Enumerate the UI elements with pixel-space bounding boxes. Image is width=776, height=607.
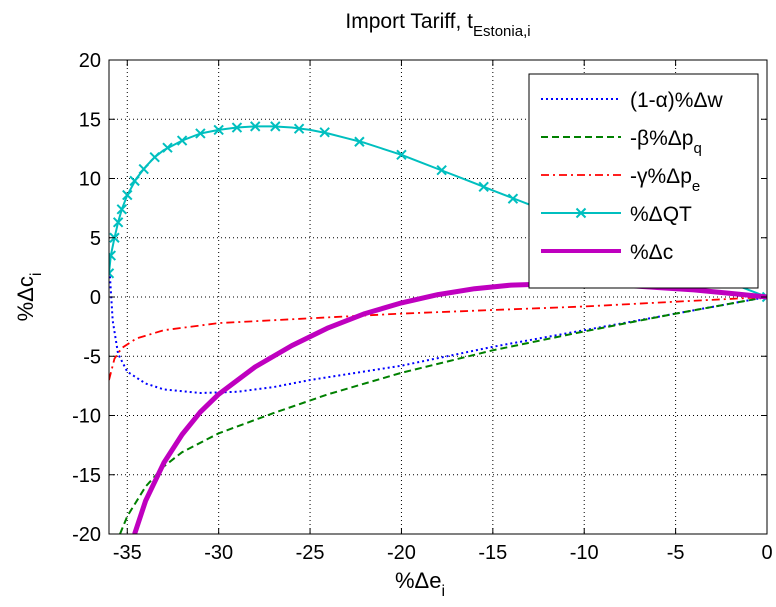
x-tick-label: -20: [387, 542, 416, 564]
legend-label-0: (1-α)%Δw: [630, 89, 723, 112]
y-tick-label: 0: [90, 287, 101, 309]
series-marker: [478, 181, 489, 193]
x-tick-label: 0: [761, 542, 772, 564]
series-marker: [129, 175, 140, 187]
y-tick-label: 5: [90, 228, 101, 250]
svg-text:%Δei: %Δei: [395, 568, 445, 600]
legend-label-4: %Δc: [630, 241, 673, 264]
x-tick-label: -10: [570, 542, 599, 564]
y-tick-label: -20: [72, 524, 101, 546]
ticks: -35 -30 -25 -20 -15 -10 -5 0 20 15 10 5 0 -5 -10 -15 -20: [72, 50, 772, 564]
x-axis-title: %Δei: [395, 568, 445, 600]
series-marker: [195, 128, 206, 139]
series-marker: [293, 123, 305, 134]
x-tick-label: -30: [204, 542, 233, 564]
y-tick-label: -10: [72, 406, 101, 428]
series-marker: [231, 122, 243, 133]
series-marker: [354, 136, 365, 147]
legend-marker: [575, 207, 587, 219]
y-tick-label: 10: [79, 169, 101, 191]
y-tick-label: -5: [83, 346, 101, 368]
chart-title-main: Import Tariff, t: [345, 10, 473, 33]
chart-title: Import Tariff, tEstonia,i: [345, 10, 530, 40]
legend: (1-α)%Δw -β%Δpq -γ%Δpe %ΔQT %Δc: [528, 73, 759, 289]
series-marker: [250, 121, 261, 132]
series-marker: [761, 291, 767, 303]
series-marker: [507, 193, 519, 204]
x-axis-label-subscript: i: [441, 583, 445, 600]
y-tick-label: 15: [79, 109, 101, 131]
chart-title-subscript: Estonia,i: [473, 23, 531, 40]
series-marker: [112, 217, 124, 228]
x-tick-label: -35: [113, 542, 142, 564]
series-marker: [116, 204, 128, 215]
series-marker: [176, 135, 188, 146]
series-marker: [213, 124, 224, 136]
series-marker: [436, 164, 447, 176]
series-marker: [138, 163, 149, 175]
y-axis-label-subscript: i: [28, 273, 45, 277]
y-tick-label: 20: [79, 50, 101, 72]
x-tick-label: -5: [667, 542, 685, 564]
svg-text:Import Tariff, tEstonia,i: Import Tariff, tEstonia,i: [345, 10, 530, 40]
legend-label-3: %ΔQT: [630, 203, 692, 226]
series-marker: [109, 268, 115, 279]
x-tick-label: -15: [478, 542, 507, 564]
y-tick-label: -15: [72, 465, 101, 487]
series-marker: [162, 142, 173, 153]
legend-label-2: -γ%Δpe: [630, 165, 700, 195]
series-marker: [319, 127, 330, 138]
x-tick-label: -25: [296, 542, 325, 564]
series-marker: [270, 121, 281, 132]
x-axis-label: %Δe: [395, 568, 442, 593]
legend-label-1: -β%Δpq: [630, 127, 702, 157]
series-marker: [122, 189, 133, 201]
svg-text:%Δci: %Δci: [13, 273, 45, 322]
series-marker: [396, 149, 407, 161]
y-axis-label: %Δc: [13, 276, 38, 321]
series-marker: [109, 250, 117, 261]
series-marker: [149, 151, 160, 163]
series-line-1: [119, 296, 767, 534]
series-line-2: [109, 296, 767, 381]
y-axis-title: %Δci: [13, 273, 45, 322]
